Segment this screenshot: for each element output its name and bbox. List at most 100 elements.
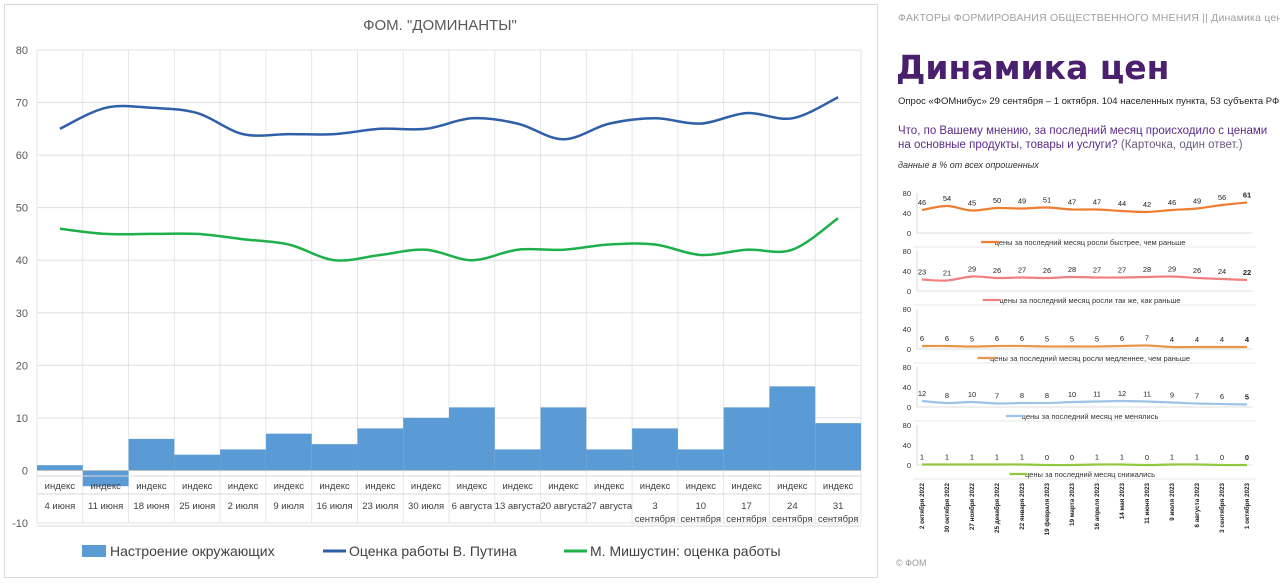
row-label: индекс xyxy=(686,481,717,492)
date-tick-label: 1 октября 2023 xyxy=(1243,483,1251,530)
panel-data-label: 23 xyxy=(918,268,926,277)
date-tick-label: 3 сентября 2023 xyxy=(1218,483,1226,533)
panel-legend-label: цены за последний месяц снижались xyxy=(1025,470,1155,479)
bar-mood xyxy=(311,444,358,471)
panel-data-label: 10 xyxy=(968,390,976,399)
row-label: индекс xyxy=(90,481,121,492)
panel-y-tick-label: 40 xyxy=(903,267,911,276)
date-tick-label: 25 декабря 2022 xyxy=(993,483,1001,533)
row-label: индекс xyxy=(182,481,213,492)
row-label: индекс xyxy=(731,481,762,492)
page-title: Динамика цен xyxy=(896,48,1170,87)
panel-y-tick-label: 80 xyxy=(903,363,911,372)
bar-mood xyxy=(815,423,861,471)
row-label: индекс xyxy=(823,481,854,492)
panel-y-tick-label: 80 xyxy=(903,421,911,430)
x-tick-label: 2 июля xyxy=(228,501,259,512)
bar-mood xyxy=(449,407,495,471)
row-label: индекс xyxy=(136,481,167,492)
panel-data-label: 8 xyxy=(1020,391,1024,400)
bar-mood xyxy=(723,407,770,471)
row-label: индекс xyxy=(548,481,579,492)
panel-data-label: 0 xyxy=(1245,453,1249,462)
x-tick-label: 25 июня xyxy=(179,501,215,512)
panel-data-label: 5 xyxy=(1045,335,1049,344)
panel-data-label: 8 xyxy=(1045,391,1049,400)
panel-series-line xyxy=(922,463,1248,467)
bar-mood xyxy=(403,417,449,471)
row-label: индекс xyxy=(365,481,396,492)
panel-data-label: 26 xyxy=(1193,266,1201,275)
x-tick-label: сентября xyxy=(635,514,676,525)
panel-legend-label: цены за последний месяц не менялись xyxy=(1022,412,1159,421)
panel-data-label: 1 xyxy=(1095,453,1099,462)
panel-series-line xyxy=(921,344,1247,349)
panel-data-label: 47 xyxy=(1093,198,1101,207)
chart-frame xyxy=(4,4,878,578)
panel-legend-label: цены за последний месяц росли быстрее, ч… xyxy=(995,238,1186,247)
panel-data-label: 26 xyxy=(993,266,1001,275)
panel-y-tick-label: 0 xyxy=(907,403,911,412)
y-tick-label: 0 xyxy=(22,465,28,477)
panel-data-label: 11 xyxy=(1143,390,1151,399)
x-tick-label: 10 xyxy=(695,501,706,512)
panel-data-label: 6 xyxy=(920,334,924,343)
survey-question: Что, по Вашему мнению, за последний меся… xyxy=(898,124,1268,152)
bar-mood xyxy=(265,433,312,471)
left-chart-panel: ФОМ. "ДОМИНАНТЫ" -10 0 10 20 30 40 50 60 70 80 инде… xyxy=(4,4,878,578)
question-note: (Карточка, один ответ.) xyxy=(1120,139,1243,151)
legend-mishustin: М. Мишустин: оценка работы xyxy=(590,543,781,559)
panel-data-label: 49 xyxy=(1193,197,1201,206)
bar-mood xyxy=(494,449,541,471)
date-tick-label: 6 августа 2023 xyxy=(1194,483,1201,528)
row-label: индекс xyxy=(594,481,625,492)
panel-y-tick-label: 80 xyxy=(903,305,911,314)
panel-data-label: 10 xyxy=(1068,390,1076,399)
x-tick-label: 11 июня xyxy=(88,501,123,512)
panel-data-label: 22 xyxy=(1243,268,1251,277)
panel-data-label: 9 xyxy=(1170,391,1174,400)
panel-data-label: 24 xyxy=(1218,267,1226,276)
question-text: Что, по Вашему мнению, за последний меся… xyxy=(898,125,1268,151)
y-tick-label: 60 xyxy=(16,150,28,162)
panel-data-label: 11 xyxy=(1093,390,1101,399)
panel-data-label: 47 xyxy=(1068,198,1076,207)
date-tick-label: 16 апреля 2023 xyxy=(1094,483,1101,530)
row-label: индекс xyxy=(502,481,533,492)
mishustin-line xyxy=(59,217,839,262)
x-tick-label: 9 июля xyxy=(273,501,304,512)
row-label: индекс xyxy=(777,481,808,492)
bar-mood xyxy=(82,470,129,487)
section-header: ФАКТОРЫ ФОРМИРОВАНИЯ ОБЩЕСТВЕННОГО МНЕНИ… xyxy=(898,12,1280,24)
date-tick-label: 14 мая 2023 xyxy=(1119,483,1126,520)
panel-data-label: 1 xyxy=(995,453,999,462)
x-tick-label: 17 xyxy=(741,501,752,512)
date-tick-label: 27 ноября 2022 xyxy=(968,483,976,531)
panel-data-label: 6 xyxy=(1120,334,1124,343)
panel-data-label: 46 xyxy=(1168,198,1176,207)
panel-data-label: 42 xyxy=(1143,200,1151,209)
panel-data-label: 56 xyxy=(1218,193,1226,202)
bar-mood xyxy=(37,465,83,471)
panel-data-label: 1 xyxy=(945,453,949,462)
x-tick-label: 18 июня xyxy=(133,501,169,512)
panel-data-label: 12 xyxy=(1118,389,1126,398)
panel-y-tick-label: 0 xyxy=(907,287,911,296)
y-tick-label: 10 xyxy=(16,413,28,425)
y-tick-label: 70 xyxy=(16,98,28,110)
panel-data-label: 54 xyxy=(943,194,951,203)
y-tick-label: 30 xyxy=(16,308,28,320)
x-tick-label: 16 июля xyxy=(316,501,352,512)
date-tick-label: 30 октября 2022 xyxy=(943,483,951,533)
bar-mood xyxy=(357,428,404,471)
panel-data-label: 6 xyxy=(995,334,999,343)
panel-data-label: 4 xyxy=(1195,335,1199,344)
panel-data-label: 1 xyxy=(1120,453,1124,462)
panel-data-label: 26 xyxy=(1043,266,1051,275)
legend-putin: Оценка работы В. Путина xyxy=(349,543,517,559)
bar-mood xyxy=(632,428,678,471)
panel-y-tick-label: 0 xyxy=(907,229,911,238)
panel-data-label: 0 xyxy=(1045,453,1049,462)
panel-data-label: 12 xyxy=(918,389,926,398)
x-tick-label: сентября xyxy=(726,514,767,525)
